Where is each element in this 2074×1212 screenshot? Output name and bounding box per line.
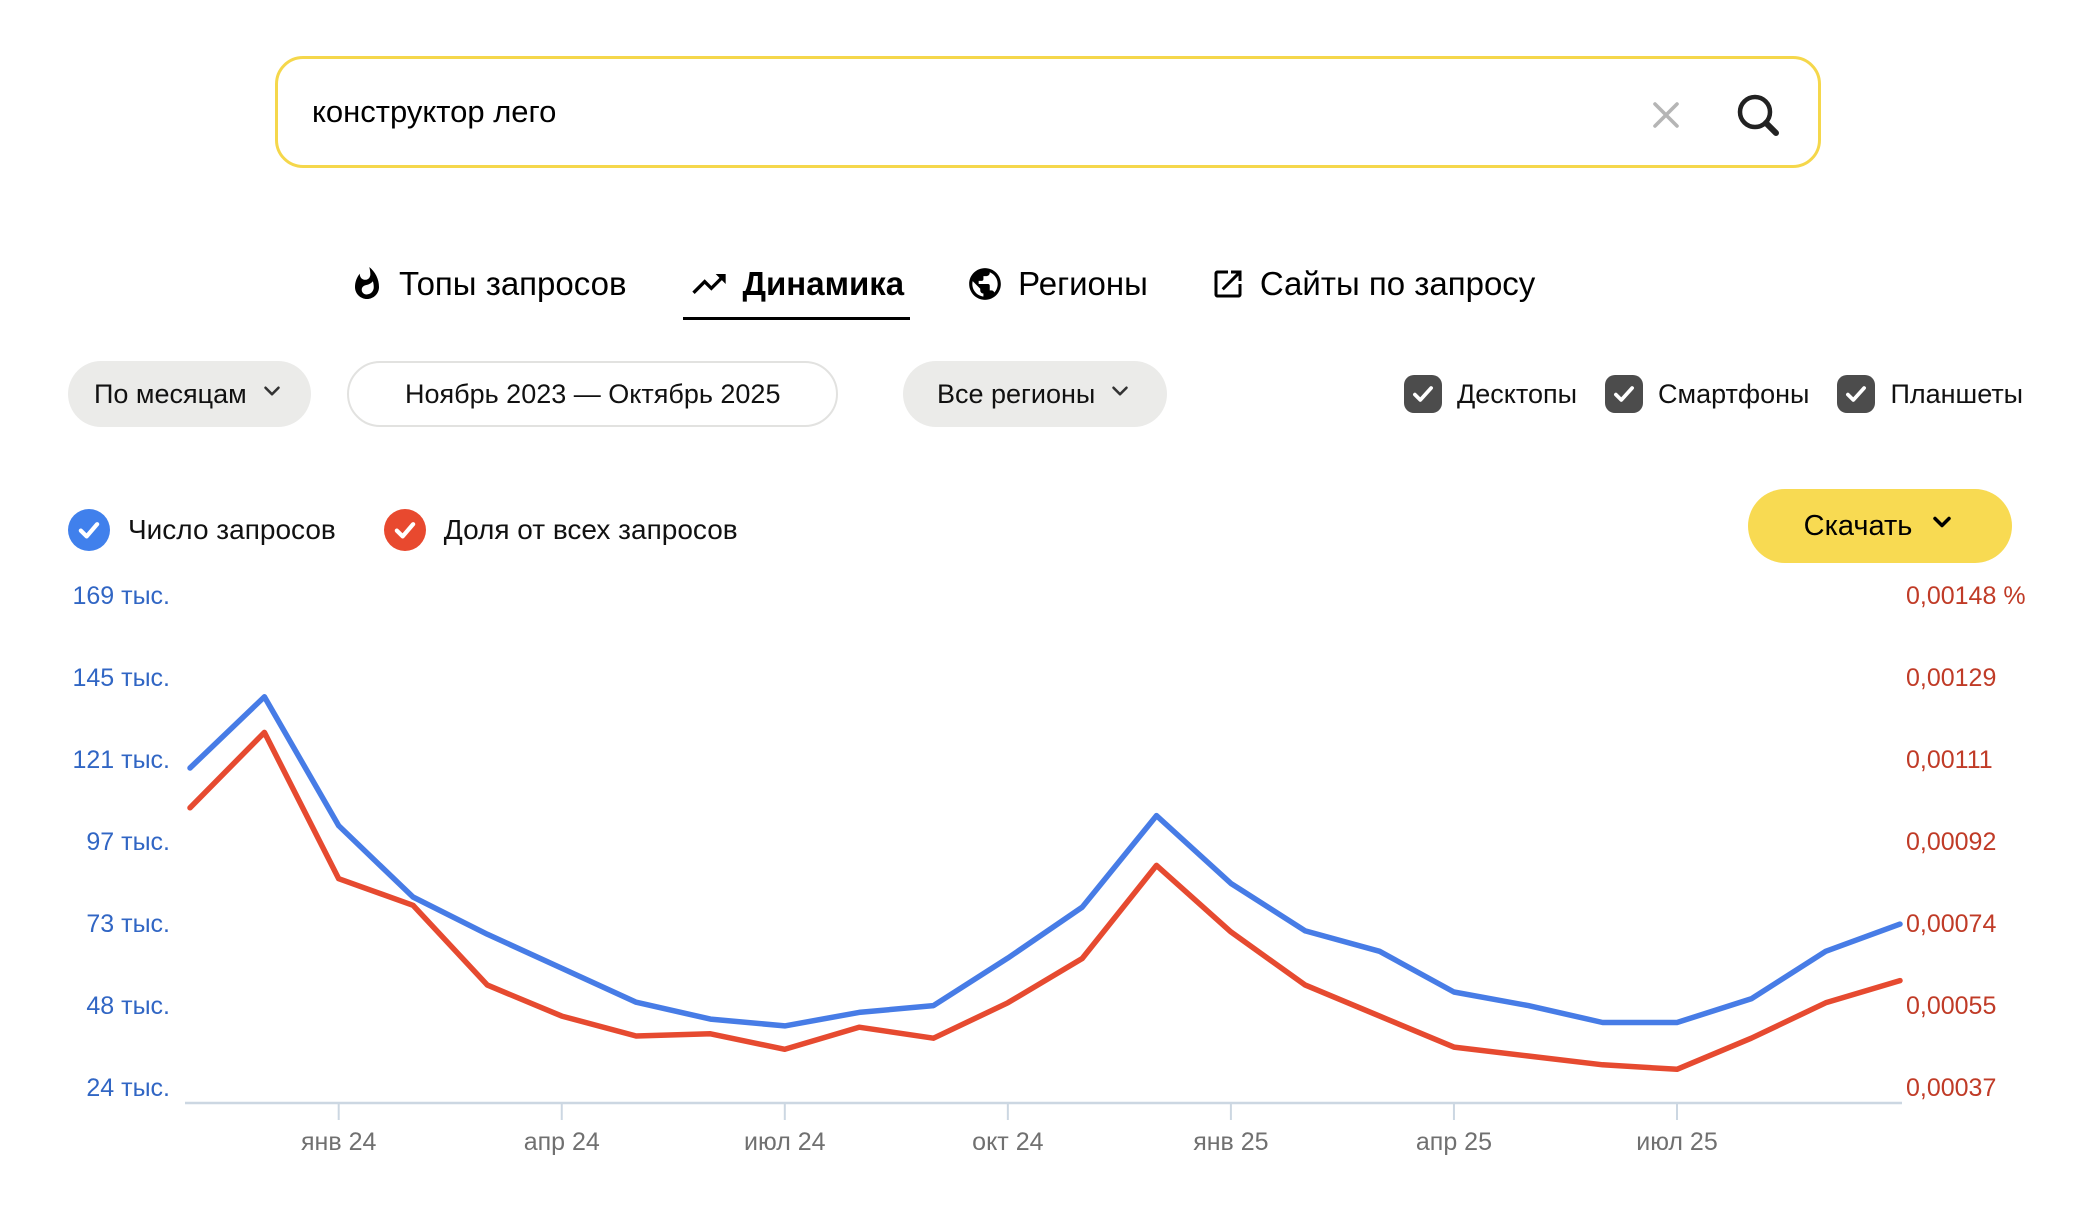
y-axis-label-left: 121 тыс. [72, 746, 170, 774]
tabs-bar: Топы запросов Динамика Регионы Сайты по … [349, 250, 1535, 320]
check-circle-icon [68, 509, 110, 551]
x-axis-label: окт 24 [972, 1128, 1043, 1156]
y-axis-label-right: 0,00092 [1906, 828, 1996, 856]
x-axis-label: июл 25 [1636, 1128, 1718, 1156]
chevron-down-icon [259, 378, 285, 411]
chevron-down-icon [1928, 508, 1956, 544]
tab-label: Регионы [1018, 265, 1148, 302]
tab-top-queries[interactable]: Топы запросов [349, 265, 627, 303]
x-axis-label: июл 24 [744, 1128, 826, 1156]
y-axis-label-right: 0,00111 [1906, 746, 1993, 774]
tab-label: Динамика [742, 265, 905, 302]
checkbox-desktops[interactable]: Десктопы [1404, 375, 1577, 413]
y-axis-label-right: 0,00129 [1906, 664, 1996, 692]
tab-sites-by-query[interactable]: Сайты по запросу [1210, 265, 1535, 303]
y-axis-label-right: 0,00055 [1906, 992, 1996, 1020]
x-axis-label: апр 24 [524, 1128, 600, 1156]
download-button[interactable]: Скачать [1748, 489, 2012, 563]
chart-canvas: янв 24 апр 24 июл 24 окт 24 янв 25 апр 25 июл … [72, 582, 2026, 1156]
checkbox-checked-icon[interactable] [1404, 375, 1442, 413]
search-box [275, 56, 1821, 168]
tab-dynamics[interactable]: Динамика [682, 264, 910, 320]
clear-search-button[interactable] [1646, 95, 1686, 135]
date-range-picker[interactable]: Ноябрь 2023 — Октябрь 2025 [347, 361, 839, 427]
dynamics-chart: янв 24 апр 24 июл 24 окт 24 янв 25 апр 25 июл … [0, 570, 2074, 1212]
y-axis-label-right: 0,00037 [1906, 1074, 1996, 1102]
external-link-icon [1210, 266, 1246, 302]
close-icon [1646, 102, 1686, 138]
legend-item-queries[interactable]: Число запросов [68, 509, 336, 551]
region-dropdown[interactable]: Все регионы [903, 361, 1168, 427]
tab-label: Сайты по запросу [1259, 265, 1536, 302]
x-axis-label: апр 25 [1416, 1128, 1492, 1156]
checkbox-checked-icon[interactable] [1605, 375, 1644, 413]
x-axis-label: янв 25 [1193, 1128, 1268, 1156]
checkbox-checked-icon[interactable] [1837, 375, 1876, 413]
y-axis-label-left: 145 тыс. [72, 664, 170, 692]
y-axis-label-left: 48 тыс. [86, 992, 170, 1020]
checkbox-smartphones[interactable]: Смартфоны [1605, 375, 1809, 413]
period-dropdown-label: По месяцам [94, 378, 247, 409]
search-icon [1730, 94, 1786, 146]
y-axis-label-right: 0,00074 [1906, 910, 1996, 938]
legend-label: Число запросов [128, 514, 336, 545]
chart-legend: Число запросов Доля от всех запросов [68, 497, 738, 563]
checkbox-label: Планшеты [1890, 378, 2024, 409]
y-axis-label-left: 73 тыс. [86, 910, 170, 938]
tab-label: Топы запросов [399, 265, 627, 302]
legend-label: Доля от всех запросов [443, 514, 738, 545]
globe-icon [966, 265, 1004, 303]
period-dropdown[interactable]: По месяцам [68, 361, 311, 427]
series-line-query-share [187, 729, 1903, 1073]
download-button-label: Скачать [1803, 509, 1913, 542]
search-input[interactable] [278, 59, 1662, 165]
region-dropdown-label: Все регионы [937, 378, 1096, 409]
legend-item-share[interactable]: Доля от всех запросов [383, 509, 738, 551]
checkbox-label: Смартфоны [1658, 378, 1810, 409]
y-axis-label-left: 169 тыс. [72, 582, 170, 610]
trending-up-icon [689, 264, 729, 304]
tab-regions[interactable]: Регионы [966, 265, 1148, 303]
checkbox-tablets[interactable]: Планшеты [1837, 375, 2023, 413]
y-axis-label-left: 24 тыс. [86, 1074, 170, 1102]
series-line-query-count [187, 694, 1903, 1029]
x-axis-label: янв 24 [301, 1128, 376, 1156]
y-axis-label-right: 0,00148 % [1906, 582, 2026, 610]
checkbox-label: Десктопы [1457, 378, 1578, 409]
device-filters: Десктопы Смартфоны Планшеты [1404, 361, 2023, 427]
check-circle-icon [383, 509, 426, 551]
date-range-label: Ноябрь 2023 — Октябрь 2025 [405, 378, 781, 409]
fire-icon [349, 266, 385, 302]
y-axis-label-left: 97 тыс. [86, 828, 170, 856]
search-submit-button[interactable] [1730, 87, 1786, 143]
chevron-down-icon [1107, 378, 1133, 411]
